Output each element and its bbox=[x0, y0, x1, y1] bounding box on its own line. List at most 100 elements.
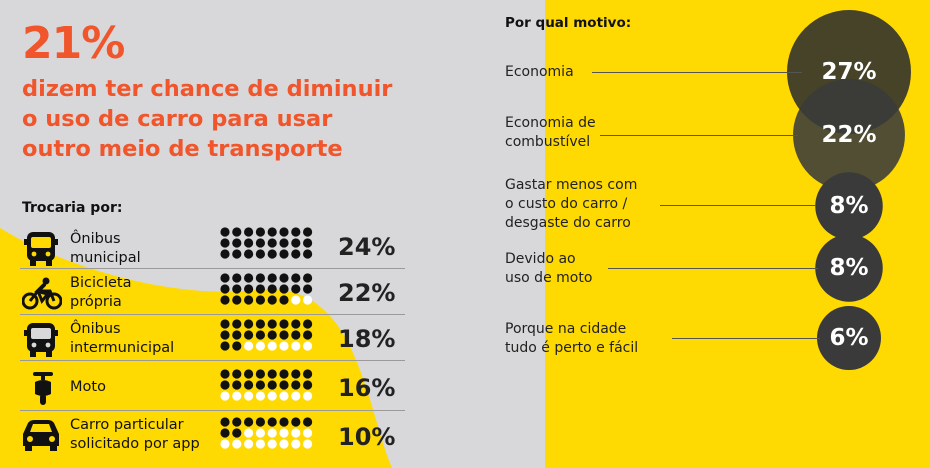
motivo-title: Por qual motivo: bbox=[505, 15, 632, 31]
bubble-label: 22% bbox=[821, 122, 877, 148]
dot-empty bbox=[267, 341, 277, 351]
reason-label-combustivel: Economia de combustível bbox=[505, 114, 596, 152]
dot-filled bbox=[232, 273, 242, 283]
dot-filled bbox=[232, 284, 242, 294]
dot-empty bbox=[232, 439, 242, 449]
dot-filled bbox=[244, 295, 254, 305]
dot-filled bbox=[220, 249, 230, 259]
dot-filled bbox=[291, 273, 301, 283]
dot-empty bbox=[279, 391, 289, 401]
dot-empty bbox=[279, 439, 289, 449]
row-label-line: municipal bbox=[70, 250, 141, 266]
dot-empty bbox=[267, 391, 277, 401]
row-label-bicicleta: Bicicleta própria bbox=[70, 274, 131, 312]
dot-matrix-row-4 bbox=[220, 369, 313, 401]
dot-empty bbox=[267, 428, 277, 438]
dot-empty bbox=[279, 428, 289, 438]
dot-empty bbox=[255, 439, 265, 449]
dot-filled bbox=[267, 417, 277, 427]
dot-filled bbox=[232, 227, 242, 237]
reason-label-line: uso de moto bbox=[505, 270, 593, 286]
bubble bbox=[793, 79, 905, 191]
dot-filled bbox=[255, 369, 265, 379]
leader-line bbox=[672, 338, 820, 339]
dot-filled bbox=[291, 369, 301, 379]
dot-filled bbox=[220, 380, 230, 390]
dot-empty bbox=[244, 341, 254, 351]
dot-filled bbox=[244, 284, 254, 294]
dot-filled bbox=[267, 273, 277, 283]
value-label: 18% bbox=[338, 325, 396, 353]
leader-line bbox=[600, 135, 798, 136]
dot-filled bbox=[232, 238, 242, 248]
row-separator bbox=[20, 410, 405, 411]
reason-label-line: Gastar menos com bbox=[505, 177, 638, 193]
dot-filled bbox=[303, 273, 313, 283]
dot-filled bbox=[220, 238, 230, 248]
row-separator bbox=[20, 268, 405, 269]
dot-filled bbox=[232, 249, 242, 259]
dot-empty bbox=[303, 428, 313, 438]
dot-filled bbox=[291, 238, 301, 248]
dot-filled bbox=[267, 380, 277, 390]
row-label-onibus-municipal: Ônibus municipal bbox=[70, 230, 141, 268]
dot-empty bbox=[303, 341, 313, 351]
dot-filled bbox=[220, 319, 230, 329]
dot-empty bbox=[291, 391, 301, 401]
dot-empty bbox=[232, 391, 242, 401]
dot-filled bbox=[220, 295, 230, 305]
headline-line-3: outro meio de transporte bbox=[22, 136, 343, 162]
bubble-label: 27% bbox=[821, 59, 877, 85]
dot-filled bbox=[267, 227, 277, 237]
dot-filled bbox=[220, 227, 230, 237]
dot-matrix-row-2 bbox=[220, 273, 313, 305]
bicycle-icon bbox=[21, 277, 63, 315]
reason-label-cidade: Porque na cidade tudo é perto e fácil bbox=[505, 320, 638, 358]
dot-filled bbox=[303, 380, 313, 390]
row-label-onibus-intermunicipal: Ônibus intermunicipal bbox=[70, 320, 174, 358]
value-label: 22% bbox=[338, 279, 396, 307]
reason-label-line: desgaste do carro bbox=[505, 215, 631, 231]
dot-filled bbox=[303, 369, 313, 379]
dot-filled bbox=[279, 369, 289, 379]
dot-filled bbox=[303, 227, 313, 237]
dot-filled bbox=[303, 319, 313, 329]
dot-matrix-row-5 bbox=[220, 417, 313, 449]
dot-filled bbox=[255, 417, 265, 427]
motorcycle-icon bbox=[31, 370, 55, 410]
dot-filled bbox=[291, 227, 301, 237]
reason-label-economia: Economia bbox=[505, 63, 574, 82]
bubble bbox=[817, 306, 881, 370]
dot-empty bbox=[220, 391, 230, 401]
dot-filled bbox=[255, 380, 265, 390]
dot-filled bbox=[279, 249, 289, 259]
dot-filled bbox=[267, 249, 277, 259]
dot-filled bbox=[220, 284, 230, 294]
row-label-line: solicitado por app bbox=[70, 436, 200, 452]
dot-filled bbox=[244, 273, 254, 283]
bubble-label: 8% bbox=[829, 193, 869, 219]
dot-filled bbox=[267, 295, 277, 305]
row-label-line: Ônibus bbox=[70, 321, 121, 337]
dot-filled bbox=[267, 284, 277, 294]
row-label-moto: Moto bbox=[70, 378, 106, 397]
dot-filled bbox=[291, 284, 301, 294]
reason-label-line: combustível bbox=[505, 134, 591, 150]
dot-filled bbox=[279, 380, 289, 390]
dot-empty bbox=[244, 428, 254, 438]
dot-filled bbox=[279, 227, 289, 237]
dot-filled bbox=[220, 428, 230, 438]
dot-filled bbox=[244, 319, 254, 329]
dot-empty bbox=[255, 428, 265, 438]
dot-filled bbox=[291, 319, 301, 329]
dot-filled bbox=[279, 295, 289, 305]
leader-line bbox=[660, 205, 816, 206]
dot-filled bbox=[220, 369, 230, 379]
dot-filled bbox=[291, 330, 301, 340]
dot-empty bbox=[255, 391, 265, 401]
bubble bbox=[815, 234, 883, 302]
dot-filled bbox=[244, 330, 254, 340]
trocaria-title: Trocaria por: bbox=[22, 200, 123, 216]
